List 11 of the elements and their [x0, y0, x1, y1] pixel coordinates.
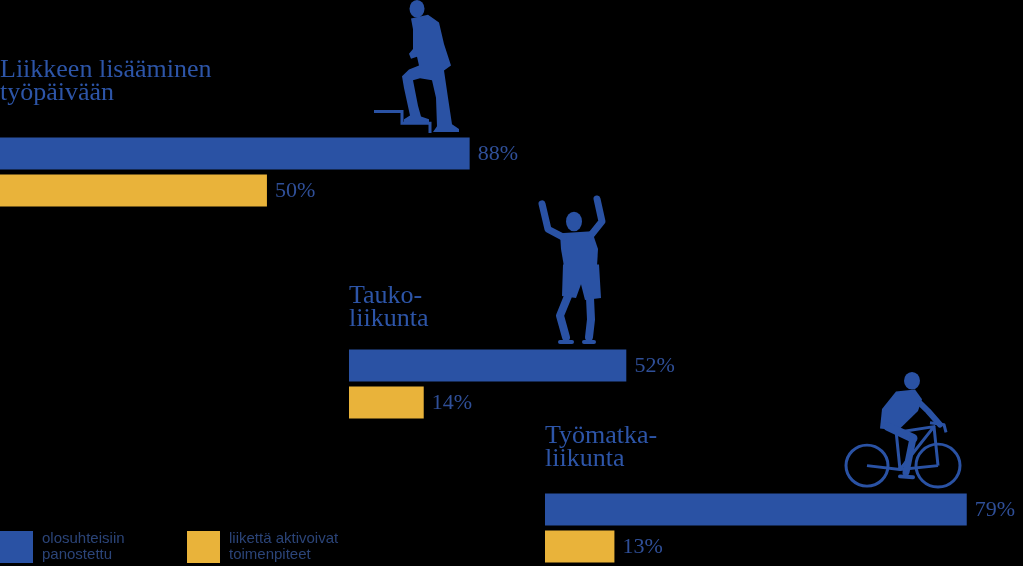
data-label: 79% [974, 495, 1016, 521]
data-label: 14% [431, 388, 473, 414]
y-tick-label: Liikkeen lisääminen työpäivään [0, 54, 213, 106]
y-tick-label: Tauko-liikunta [349, 280, 430, 332]
legend-label: olosuhteisiin panostettu [42, 529, 126, 562]
data-label: 52% [634, 351, 675, 377]
data-label: 88% [477, 139, 519, 165]
data-label: 13% [622, 532, 663, 558]
legend-label: liikettä aktivoivat toimenpiteet [229, 529, 340, 562]
data-label: 50% [274, 176, 316, 202]
y-tick-label: Työmatka-liikunta [545, 420, 659, 472]
